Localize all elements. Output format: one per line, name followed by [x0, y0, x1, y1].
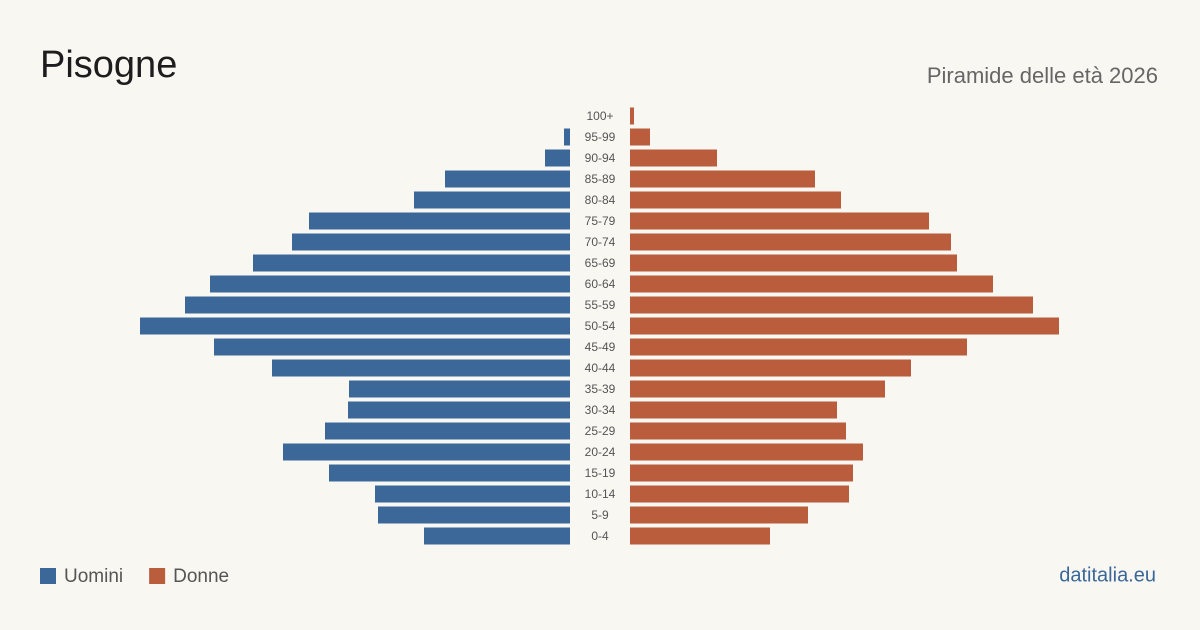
bar: [272, 359, 570, 377]
bar: [630, 380, 885, 398]
chart-subtitle: Piramide delle età 2026: [927, 63, 1158, 88]
bar: [630, 149, 717, 167]
bar: [630, 275, 993, 293]
bar: [630, 338, 967, 356]
age-label: 45-49: [585, 340, 616, 354]
bar: [630, 212, 929, 230]
bar: [375, 485, 570, 503]
age-label: 25-29: [585, 424, 616, 438]
bar: [630, 233, 951, 251]
legend-label: Donne: [173, 566, 229, 587]
bar: [349, 380, 570, 398]
bar: [630, 296, 1033, 314]
age-label: 40-44: [585, 361, 616, 375]
bar: [630, 359, 911, 377]
bar: [292, 233, 570, 251]
age-label: 30-34: [585, 403, 616, 417]
bar: [630, 485, 849, 503]
bar: [630, 170, 815, 188]
bar: [630, 506, 808, 524]
bar: [253, 254, 570, 272]
bar: [424, 527, 570, 545]
bar: [378, 506, 570, 524]
age-label: 65-69: [585, 256, 616, 270]
bar: [630, 107, 634, 125]
bar: [630, 422, 846, 440]
bar: [630, 317, 1059, 335]
chart-title: Pisogne: [40, 44, 177, 86]
age-label: 85-89: [585, 172, 616, 186]
bar: [414, 191, 570, 209]
age-label: 55-59: [585, 298, 616, 312]
bar: [214, 338, 570, 356]
bar: [630, 254, 957, 272]
bar: [329, 464, 570, 482]
legend-label: Uomini: [64, 566, 123, 587]
bar: [445, 170, 570, 188]
age-label: 50-54: [585, 319, 616, 333]
bar: [630, 128, 650, 146]
bar: [325, 422, 570, 440]
age-label: 90-94: [585, 151, 616, 165]
age-label: 100+: [586, 109, 613, 123]
age-label: 75-79: [585, 214, 616, 228]
age-label: 20-24: [585, 445, 616, 459]
bar: [630, 191, 841, 209]
age-label: 0-4: [591, 529, 609, 543]
bar: [630, 443, 863, 461]
source: datitalia.eu: [1059, 564, 1156, 586]
bar: [210, 275, 570, 293]
age-label: 10-14: [585, 487, 616, 501]
age-label: 5-9: [591, 508, 609, 522]
bar: [630, 527, 770, 545]
age-label: 95-99: [585, 130, 616, 144]
bar: [185, 296, 570, 314]
bar: [564, 128, 570, 146]
legend-swatch: [149, 568, 166, 584]
bar: [545, 149, 570, 167]
bar: [348, 401, 570, 419]
bar: [630, 401, 837, 419]
legend-swatch: [40, 568, 56, 584]
age-label: 80-84: [585, 193, 616, 207]
bar: [140, 317, 570, 335]
age-label: 60-64: [585, 277, 616, 291]
bar: [283, 443, 570, 461]
age-label: 15-19: [585, 466, 616, 480]
bar: [630, 464, 853, 482]
bar: [309, 212, 570, 230]
age-label: 35-39: [585, 382, 616, 396]
age-label: 70-74: [585, 235, 616, 249]
